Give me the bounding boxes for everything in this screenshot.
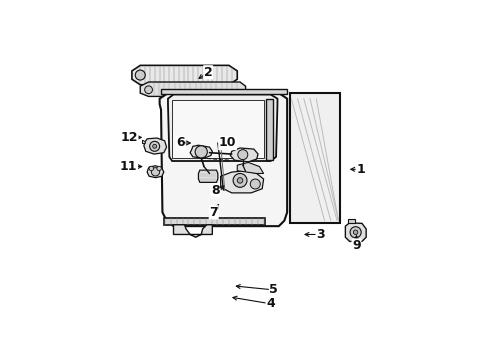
Polygon shape — [160, 93, 287, 226]
Circle shape — [238, 150, 248, 159]
Text: 2: 2 — [204, 66, 213, 79]
Text: 3: 3 — [316, 228, 325, 241]
Polygon shape — [147, 166, 164, 177]
Polygon shape — [290, 93, 340, 223]
Text: 8: 8 — [211, 184, 220, 197]
Circle shape — [135, 70, 145, 80]
Text: 10: 10 — [219, 136, 236, 149]
Circle shape — [353, 230, 358, 234]
Polygon shape — [267, 99, 273, 159]
Polygon shape — [237, 162, 264, 174]
Polygon shape — [173, 225, 212, 237]
Bar — [164, 218, 265, 225]
Circle shape — [153, 144, 157, 148]
Polygon shape — [168, 94, 277, 161]
Circle shape — [149, 166, 153, 171]
Circle shape — [149, 141, 160, 151]
Bar — [347, 219, 355, 223]
Circle shape — [233, 174, 247, 187]
Text: 4: 4 — [266, 297, 275, 310]
Text: 12: 12 — [121, 131, 138, 144]
Text: 9: 9 — [352, 239, 361, 252]
Circle shape — [145, 86, 152, 94]
Circle shape — [250, 179, 260, 189]
Polygon shape — [345, 223, 366, 242]
Circle shape — [195, 146, 207, 158]
Polygon shape — [132, 66, 237, 85]
Text: 5: 5 — [270, 283, 278, 296]
Text: 1: 1 — [356, 163, 365, 176]
Polygon shape — [198, 170, 218, 183]
Polygon shape — [190, 145, 212, 158]
Circle shape — [237, 177, 243, 183]
Circle shape — [157, 166, 161, 171]
Text: 11: 11 — [120, 160, 137, 173]
Text: 6: 6 — [176, 136, 185, 149]
Polygon shape — [140, 82, 245, 96]
Polygon shape — [144, 138, 167, 154]
Circle shape — [151, 168, 160, 176]
Circle shape — [350, 227, 361, 238]
Bar — [161, 90, 287, 94]
Polygon shape — [220, 171, 264, 193]
Polygon shape — [143, 140, 145, 144]
Polygon shape — [172, 100, 265, 158]
Text: 7: 7 — [209, 206, 218, 219]
Polygon shape — [230, 148, 258, 162]
